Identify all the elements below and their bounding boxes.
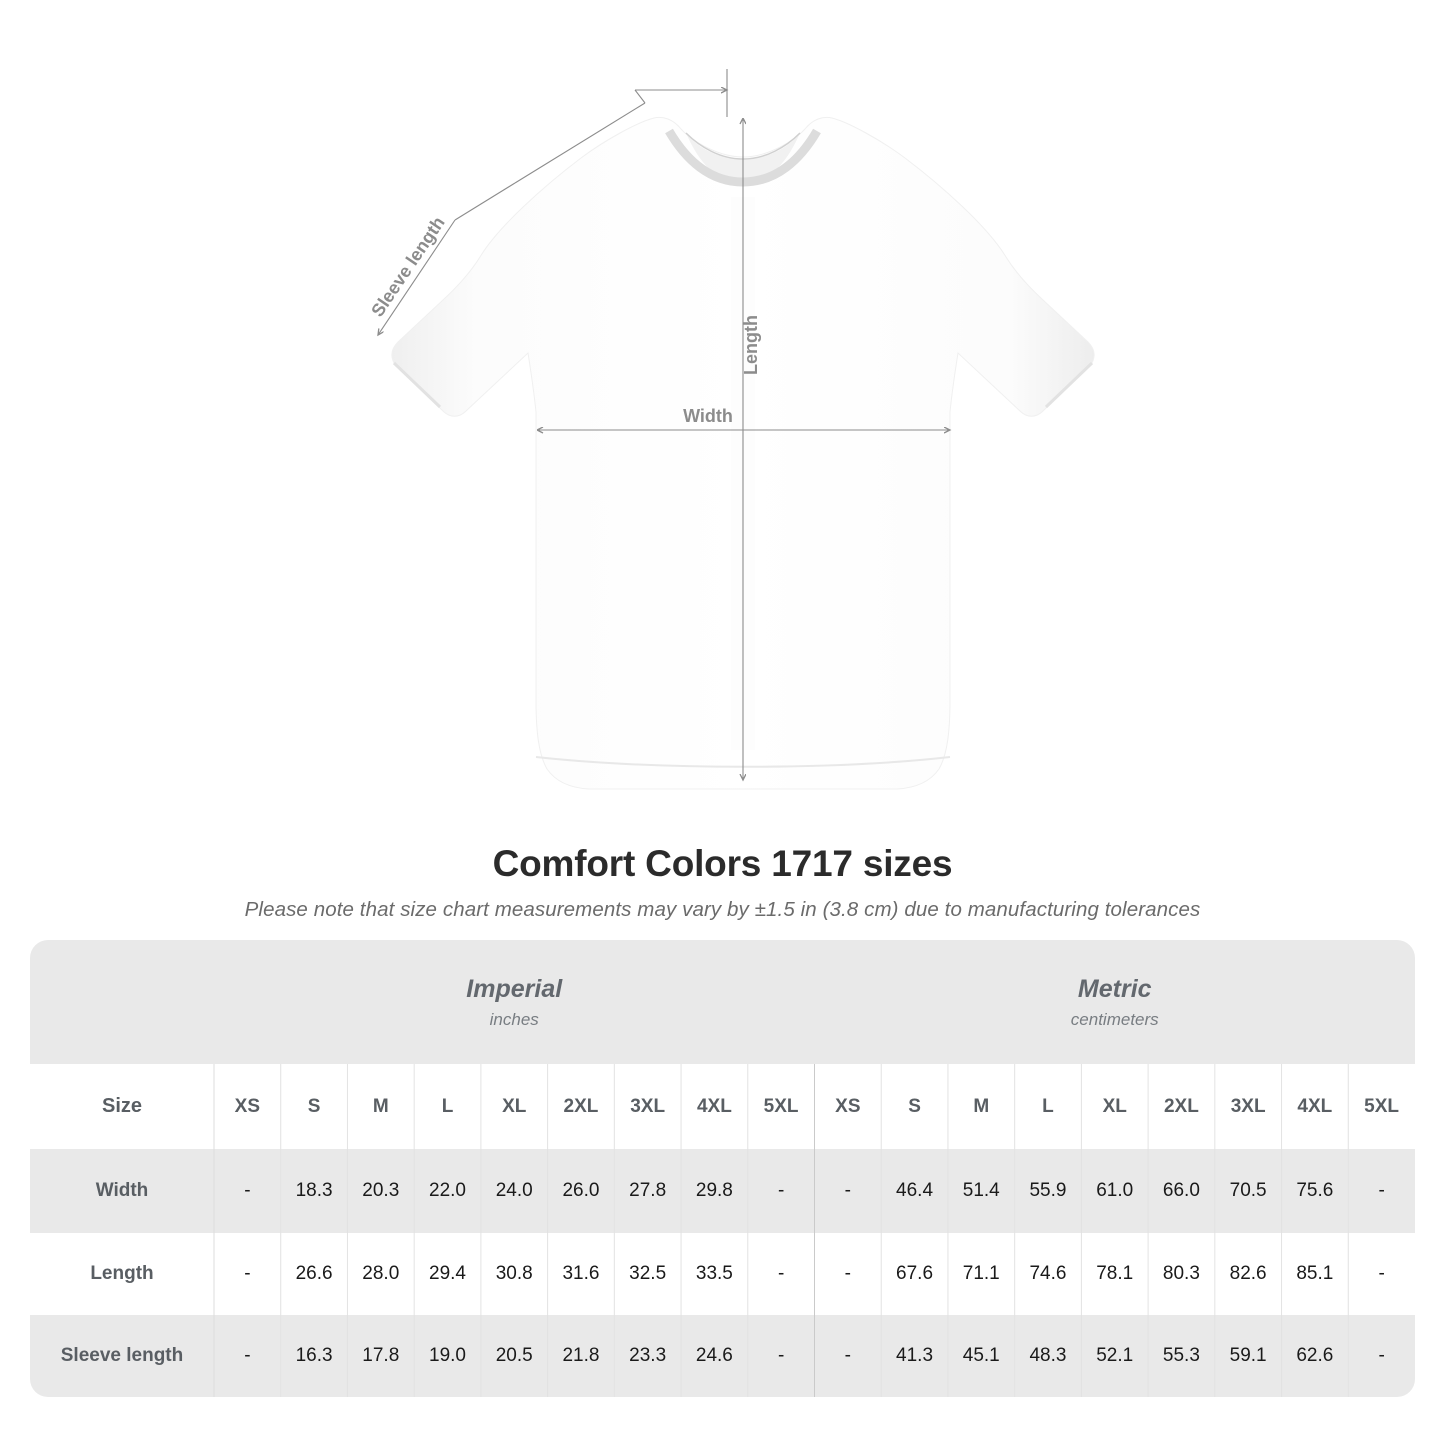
svg-text:Width: Width [683, 406, 733, 426]
svg-text:Sleeve length: Sleeve length [367, 213, 448, 320]
svg-text:Length: Length [741, 315, 761, 375]
